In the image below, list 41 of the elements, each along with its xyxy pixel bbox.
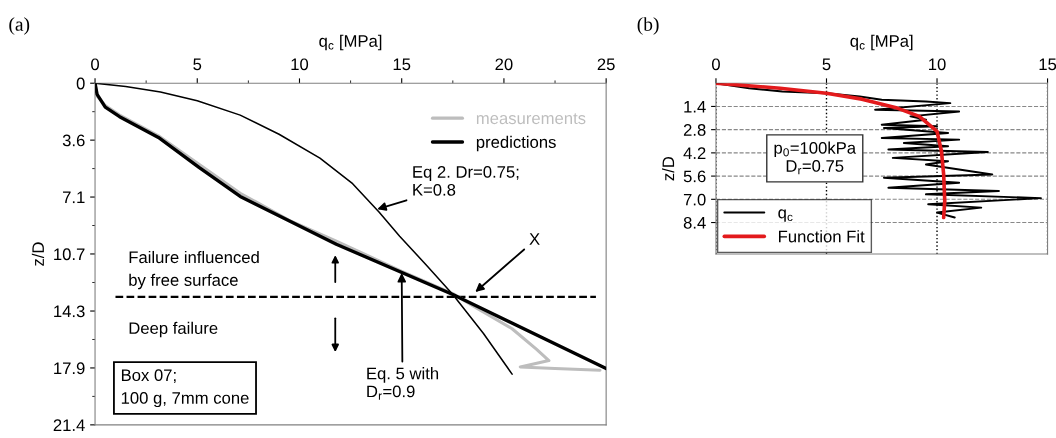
x-axis-title: q$_{c}$ [MPa] <box>319 34 382 51</box>
y-tick-label: 5.6 <box>683 170 706 183</box>
legend-label: predictions <box>476 135 556 152</box>
x-tick-label: 0 <box>711 58 720 71</box>
y-tick-label: 21.4 <box>53 419 85 431</box>
y-tick-label: 17.9 <box>54 362 85 375</box>
line-series <box>715 83 947 220</box>
text: (b) <box>637 17 659 35</box>
annotation: Eq. 5 with D$_{r}$=0.9 <box>367 367 439 400</box>
y-tick-label: 0 <box>76 77 85 90</box>
x-tick-label: 15 <box>1039 58 1056 71</box>
y-axis-title: z/D <box>661 156 675 181</box>
y-tick-label: 1.4 <box>684 101 706 113</box>
x-tick-label: 0 <box>91 58 100 71</box>
x-tick-label: 10 <box>929 58 946 71</box>
annotation: Box 07; 100 g, 7mm cone <box>121 369 249 408</box>
x-tick-label: 15 <box>393 58 411 71</box>
annotation: Failure influenced by free surface <box>129 250 259 290</box>
x-tick-label: 25 <box>597 58 615 71</box>
legend-label: q$_{c}$ <box>778 209 793 222</box>
y-tick-label: 3.6 <box>62 134 85 147</box>
annotation: p$_{0}$=100kPa D$_{r}$=0.75 <box>774 141 857 175</box>
y-tick-label: 10.7 <box>54 248 85 261</box>
y-tick-label: 7.1 <box>63 191 85 204</box>
annotation: Deep failure <box>129 321 218 338</box>
x-tick-label: 10 <box>291 58 309 71</box>
text: (a) <box>9 17 30 35</box>
annotation: X <box>529 233 540 245</box>
x-tick-label: 20 <box>495 58 513 71</box>
y-tick-label: 2.8 <box>683 124 706 136</box>
x-axis-title: q$_{c}$ [MPa] <box>850 34 913 51</box>
annotation: Eq 2. Dr=0.75; K=0.8 <box>413 165 519 196</box>
y-tick-label: 4.2 <box>683 147 706 159</box>
x-tick-label: 5 <box>822 58 831 71</box>
y-axis-title: z/D <box>31 242 45 266</box>
y-tick-label: 8.4 <box>683 216 706 229</box>
y-tick-label: 14.3 <box>54 305 85 318</box>
legend-label: measurements <box>476 113 586 125</box>
y-tick-label: 7.0 <box>683 193 706 206</box>
legend-label: Function Fit <box>779 230 865 243</box>
x-tick-label: 5 <box>193 58 202 71</box>
